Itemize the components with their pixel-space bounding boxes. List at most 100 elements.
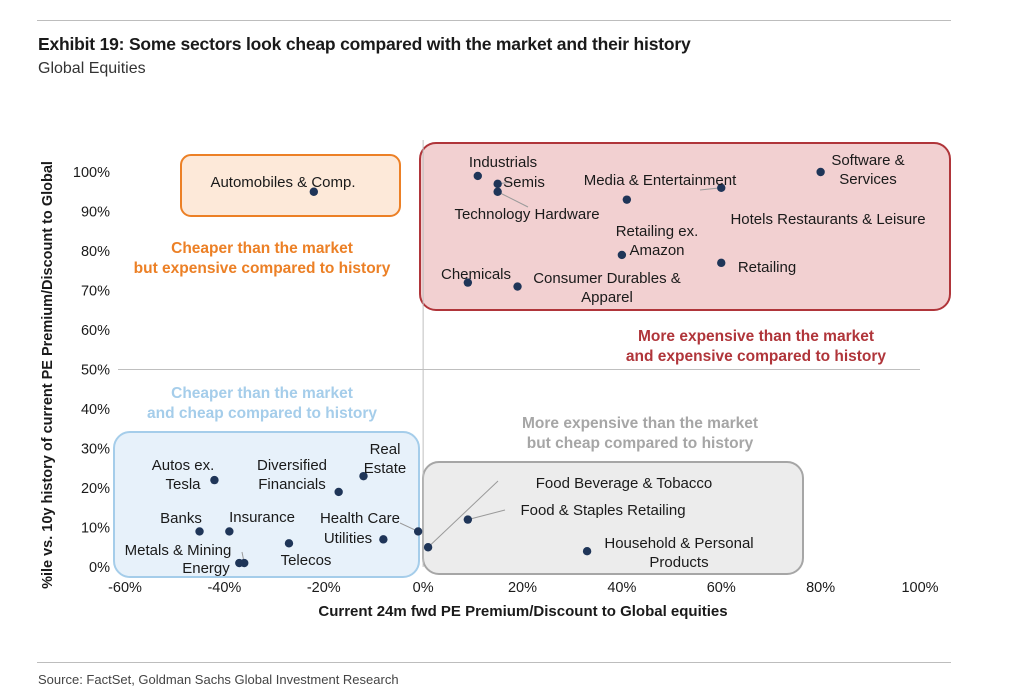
x-axis-label: Current 24m fwd PE Premium/Discount to G… — [318, 603, 727, 620]
expensive-expensive-box — [419, 142, 951, 311]
leader-line — [467, 509, 506, 521]
data-point — [622, 195, 632, 204]
data-point — [717, 183, 726, 192]
chart-subtitle: Global Equities — [38, 60, 146, 77]
leader-lines — [238, 181, 722, 564]
x-tick-label: 0% — [413, 580, 434, 596]
data-point — [473, 171, 482, 181]
point-label: Real — [370, 441, 401, 458]
point-label: Food & Staples Retailing — [520, 502, 685, 519]
point-label: Hotels Restaurants & Leisure — [730, 211, 925, 228]
point-label: Technology Hardware — [454, 206, 599, 223]
data-point — [334, 487, 343, 497]
y-tick-label: 100% — [73, 165, 110, 181]
data-point — [210, 475, 219, 485]
data-point — [493, 187, 502, 196]
data-point — [284, 539, 294, 548]
data-point — [513, 282, 522, 291]
data-point — [423, 543, 433, 552]
quadrant-label: but cheap compared to history — [527, 435, 754, 452]
y-tick-label: 40% — [81, 402, 110, 418]
data-point — [195, 527, 204, 536]
point-label: Services — [839, 171, 897, 188]
y-tick-label: 20% — [81, 481, 110, 497]
point-label: Financials — [258, 476, 326, 493]
data-point — [617, 250, 627, 260]
point-label: Insurance — [229, 509, 295, 526]
y-tick-label: 50% — [81, 363, 110, 379]
point-label: Apparel — [581, 289, 633, 306]
point-label: Chemicals — [441, 266, 511, 283]
y-tick-label: 90% — [81, 205, 110, 221]
data-point — [359, 471, 368, 481]
y-tick-label: 80% — [81, 244, 110, 260]
data-point — [816, 167, 825, 177]
point-label: Energy — [182, 560, 230, 577]
quadrant-label: Cheaper than the market — [171, 240, 353, 257]
quadrant-label: More expensive than the market — [522, 415, 758, 432]
data-point — [582, 547, 592, 556]
x-tick-label: 80% — [806, 580, 835, 596]
data-point — [309, 187, 319, 196]
point-label: Media & Entertainment — [584, 172, 737, 189]
point-label: Tesla — [165, 476, 201, 493]
quadrant-label: and cheap compared to history — [147, 405, 377, 422]
y-tick-label: 60% — [81, 323, 110, 339]
point-label: Software & — [831, 152, 904, 169]
point-label: Food Beverage & Tobacco — [536, 475, 713, 492]
y-tick-label: 30% — [81, 442, 110, 458]
y-tick-label: 70% — [81, 284, 110, 300]
x-tick-label: -60% — [108, 580, 142, 596]
y-axis-label: %ile vs. 10y history of current PE Premi… — [40, 161, 56, 589]
point-label: Health Care — [320, 510, 400, 527]
point-labels: Software & Services Industrials Semis Techno… — [125, 152, 926, 577]
point-label: Diversified — [257, 457, 327, 474]
data-point — [379, 535, 388, 544]
point-label: Semis — [503, 174, 545, 191]
point-label: Autos ex. — [152, 457, 215, 474]
point-label: Retailing ex. — [616, 223, 699, 240]
x-tick-label: 60% — [707, 580, 736, 596]
point-label: Estate — [364, 460, 407, 477]
point-label: Industrials — [469, 154, 537, 171]
point-label: Metals & Mining — [125, 542, 232, 559]
source-note: Source: FactSet, Goldman Sachs Global In… — [38, 672, 399, 687]
y-tick-label: 0% — [89, 560, 110, 576]
data-point — [463, 278, 473, 287]
x-tick-label: -40% — [207, 580, 241, 596]
point-label: Products — [649, 554, 708, 571]
x-tick-label: 20% — [508, 580, 537, 596]
cheap-cheap-box — [113, 431, 420, 578]
data-point — [225, 527, 234, 536]
x-tick-label: 40% — [607, 580, 636, 596]
automobiles-box — [180, 154, 401, 217]
chart-title: Exhibit 19: Some sectors look cheap comp… — [38, 34, 691, 54]
axes: -60% -40% -20% 0% 20% 40% 60% 80% 100% 0% 10% 20% 30… — [73, 140, 939, 596]
y-tick-label: 10% — [81, 521, 110, 537]
bottom-rule — [37, 662, 951, 663]
data-point — [493, 179, 502, 189]
point-label: Amazon — [629, 242, 684, 259]
quadrant-label: More expensive than the market — [638, 328, 874, 345]
data-point — [717, 258, 726, 268]
leader-line — [497, 191, 529, 208]
point-label: Automobiles & Comp. — [210, 174, 355, 191]
x-tick-label: -20% — [307, 580, 341, 596]
data-point — [463, 515, 473, 524]
point-label: Banks — [160, 510, 202, 527]
quadrant-boxes — [113, 142, 951, 578]
point-label: Telecos — [281, 552, 332, 569]
quadrant-label: but expensive compared to history — [134, 260, 391, 277]
quadrant-label: and expensive compared to history — [626, 348, 887, 365]
point-label: Consumer Durables & — [533, 270, 681, 287]
point-label: Utilities — [324, 530, 372, 547]
quadrant-labels: Cheaper than the market but expensive com… — [134, 240, 887, 452]
point-label: Household & Personal — [604, 535, 753, 552]
data-points — [195, 167, 825, 568]
data-point — [413, 527, 423, 536]
point-label: Retailing — [738, 259, 796, 276]
quadrant-label: Cheaper than the market — [171, 385, 353, 402]
x-tick-label: 100% — [901, 580, 938, 596]
data-point — [235, 558, 244, 568]
